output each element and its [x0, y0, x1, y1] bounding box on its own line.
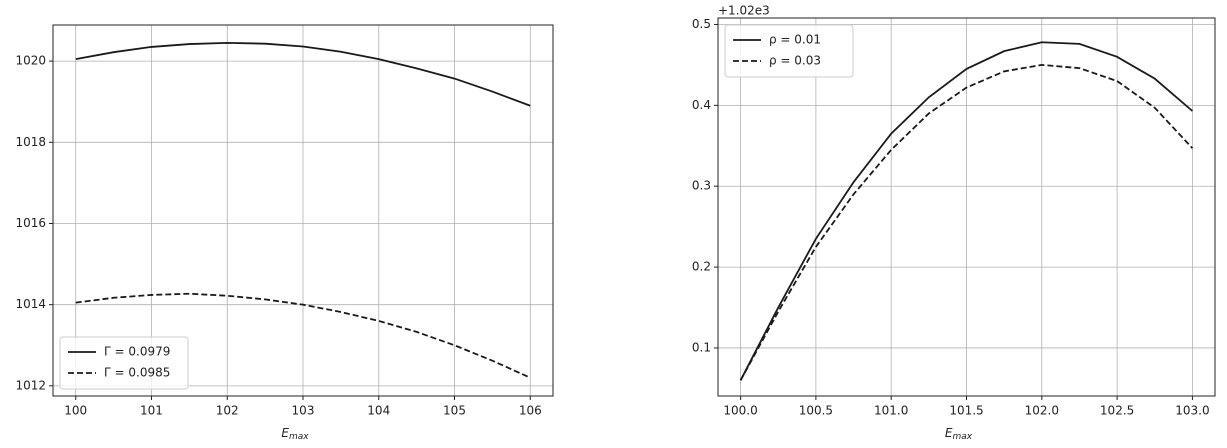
legend-box — [59, 336, 189, 390]
x-tick-label: 100.0 — [723, 404, 757, 418]
x-tick-label: 105 — [443, 404, 466, 418]
data-line — [739, 41, 1193, 381]
axes-frame — [52, 24, 554, 397]
x-tick-label: 101.5 — [949, 404, 983, 418]
y-tick-label: 1018 — [15, 135, 46, 149]
y-tick-label: 0.1 — [692, 340, 711, 354]
y-tick-label: 0.4 — [692, 98, 711, 112]
legend-label: ρ = 0.03 — [769, 54, 821, 68]
y-tick-label: 1016 — [15, 216, 46, 230]
x-axis-label: Emax — [945, 426, 973, 442]
y-tick-label: 0.2 — [692, 260, 711, 274]
x-tick-label: 101 — [140, 404, 163, 418]
x-axis-label: Emax — [281, 426, 309, 442]
y-tick-label: 1020 — [15, 54, 46, 68]
x-axis-label-sub: max — [289, 432, 309, 442]
legend-label: ρ = 0.01 — [769, 33, 821, 47]
chart: 100.0 100.5 101.0 101.5 102.0 102.5 103.0 0.1 0.… — [692, 4, 1216, 442]
legend-label: Γ = 0.0979 — [104, 345, 170, 359]
y-tick-label: 0.3 — [692, 179, 711, 193]
data-line — [75, 41, 531, 107]
x-tick-label: 104 — [367, 404, 390, 418]
x-tick-label: 100 — [64, 404, 87, 418]
offset-text: +1.02e3 — [718, 4, 770, 18]
x-axis-label-main: E — [945, 426, 953, 440]
x-tick-label: 103 — [292, 404, 315, 418]
y-tick-label: 0.5 — [692, 17, 711, 31]
x-tick-label: 102 — [216, 404, 239, 418]
legend: Γ = 0.0979 Γ = 0.0985 — [59, 336, 189, 390]
x-tick-label: 102.0 — [1025, 404, 1059, 418]
x-axis-label-main: E — [281, 426, 289, 440]
x-tick-label: 103.0 — [1175, 404, 1209, 418]
data-line — [739, 63, 1194, 381]
y-tick-label: 1012 — [15, 378, 46, 392]
x-tick-label: 106 — [519, 404, 542, 418]
data-line — [75, 292, 531, 379]
legend: ρ = 0.01 ρ = 0.03 — [724, 24, 854, 78]
legend-box — [724, 24, 854, 78]
axes-frame — [717, 17, 1216, 397]
x-tick-label: 100.5 — [799, 404, 833, 418]
x-tick-label: 101.0 — [874, 404, 908, 418]
x-tick-label: 102.5 — [1100, 404, 1134, 418]
x-axis-label-sub: max — [952, 432, 972, 442]
chart: 100 101 102 103 104 105 106 1012 1014 1016 1018 102… — [15, 24, 554, 442]
legend-label: Γ = 0.0985 — [104, 366, 170, 380]
y-tick-label: 1014 — [15, 297, 46, 311]
